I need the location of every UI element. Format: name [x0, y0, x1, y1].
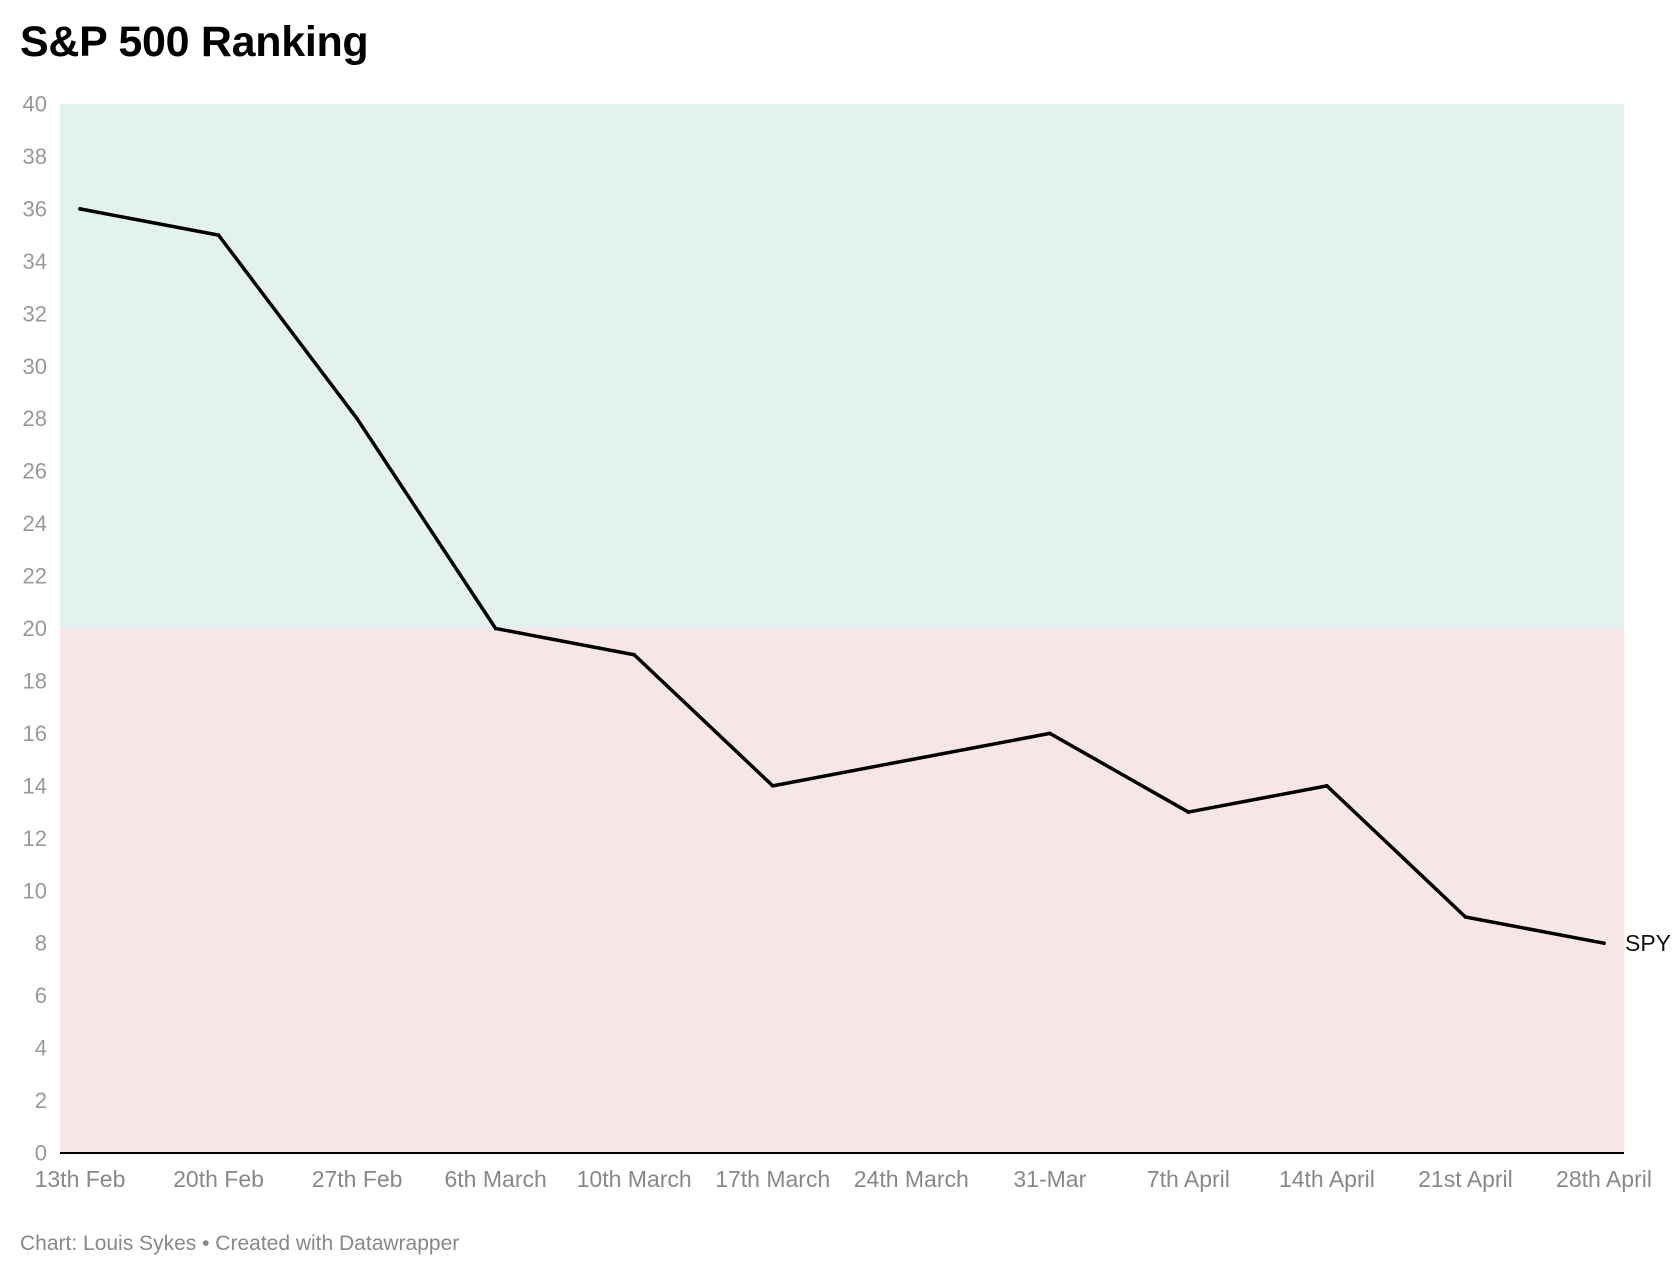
data-point [909, 757, 914, 762]
y-tick-label: 8 [35, 931, 47, 956]
x-tick-label: 17th March [715, 1166, 830, 1192]
y-tick-label: 32 [23, 301, 47, 326]
y-tick-label: 38 [23, 144, 47, 169]
series-label: SPY [1625, 930, 1671, 956]
y-tick-label: 14 [23, 773, 47, 798]
data-point [493, 626, 498, 631]
data-point [355, 416, 359, 421]
series-group: SPY [78, 207, 1671, 956]
y-tick-label: 12 [23, 826, 47, 851]
data-point [78, 207, 82, 211]
x-axis-ticks: 13th Feb 20th Feb 27th Feb 6th March 10th Ma… [35, 1166, 1652, 1192]
y-tick-label: 0 [35, 1141, 47, 1166]
x-tick-label: 31-Mar [1013, 1166, 1086, 1192]
y-tick-label: 4 [35, 1036, 47, 1061]
data-point [1325, 784, 1329, 788]
data-point [1186, 810, 1191, 814]
background-bands [60, 104, 1624, 1153]
x-tick-label: 13th Feb [35, 1166, 126, 1192]
y-tick-label: 6 [35, 983, 47, 1008]
y-tick-label: 40 [23, 92, 47, 117]
data-point [1048, 731, 1052, 736]
y-tick-label: 26 [23, 459, 47, 484]
chart-title: S&P 500 Ranking [20, 18, 369, 66]
y-tick-label: 18 [23, 668, 47, 693]
y-tick-label: 2 [35, 1088, 47, 1113]
y-tick-label: 28 [23, 406, 47, 431]
data-point [216, 233, 221, 237]
data-point [632, 652, 636, 657]
y-tick-label: 36 [23, 196, 47, 221]
footer-credit: Chart: Louis Sykes [20, 1232, 197, 1255]
band-lower [60, 628, 1624, 1153]
x-tick-label: 27th Feb [312, 1166, 403, 1192]
band-upper [60, 104, 1624, 629]
y-tick-label: 20 [23, 616, 47, 641]
y-tick-label: 24 [23, 511, 47, 536]
x-tick-label: 14th April [1279, 1166, 1375, 1192]
data-point [1463, 915, 1468, 919]
x-tick-label: 28th April [1556, 1166, 1652, 1192]
y-tick-label: 30 [23, 354, 47, 379]
x-tick-label: 21st April [1418, 1166, 1513, 1192]
chart-footer: Chart: Louis Sykes • Created with Datawr… [20, 1232, 459, 1256]
series-line-spy [78, 207, 1606, 945]
y-tick-label: 22 [23, 564, 47, 589]
footer-separator: • [202, 1232, 210, 1255]
data-point [1602, 941, 1606, 945]
y-tick-label: 10 [23, 878, 47, 903]
x-tick-label: 20th Feb [173, 1166, 264, 1192]
y-tick-label: 34 [23, 249, 47, 274]
x-tick-label: 7th April [1147, 1166, 1230, 1192]
data-point [770, 784, 775, 788]
x-tick-label: 6th March [445, 1166, 547, 1192]
x-tick-label: 24th March [854, 1166, 969, 1192]
y-tick-label: 16 [23, 721, 47, 746]
footer-created-with: Created with Datawrapper [215, 1232, 460, 1255]
x-tick-label: 10th March [577, 1166, 692, 1192]
